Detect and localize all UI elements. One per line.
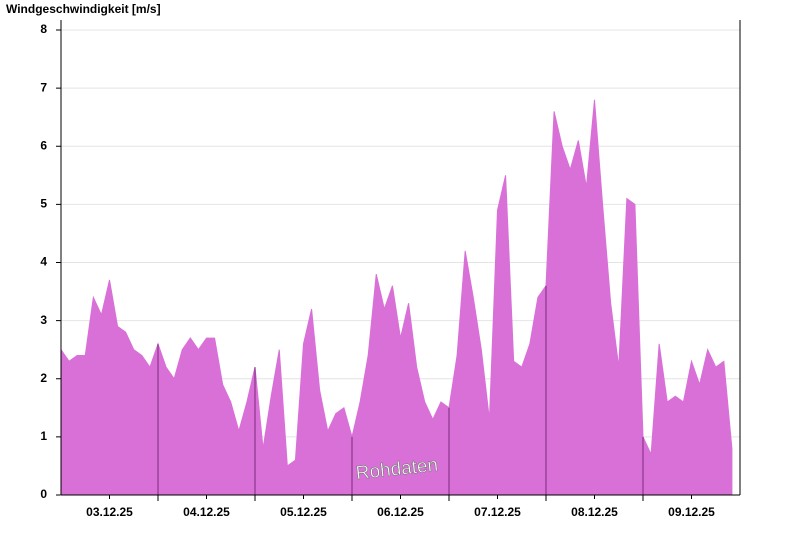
y-tick-label: 1 [40,429,47,443]
y-tick-label: 3 [40,313,47,327]
y-tick-label: 6 [40,138,47,152]
y-tick-label: 4 [40,255,47,269]
y-tick-label: 8 [40,22,47,36]
x-tick-label: 08.12.25 [571,505,618,519]
x-tick-label: 07.12.25 [474,505,521,519]
x-tick-label: 03.12.25 [86,505,133,519]
y-tick-label: 7 [40,80,47,94]
y-tick-label: 0 [40,487,47,501]
x-tick-label: 05.12.25 [280,505,327,519]
y-tick-label: 5 [40,197,47,211]
chart-title: Windgeschwindigkeit [m/s] [6,2,161,16]
x-tick-label: 06.12.25 [377,505,424,519]
x-tick-label: 09.12.25 [668,505,715,519]
y-tick-label: 2 [40,371,47,385]
x-tick-label: 04.12.25 [183,505,230,519]
area [60,99,733,496]
